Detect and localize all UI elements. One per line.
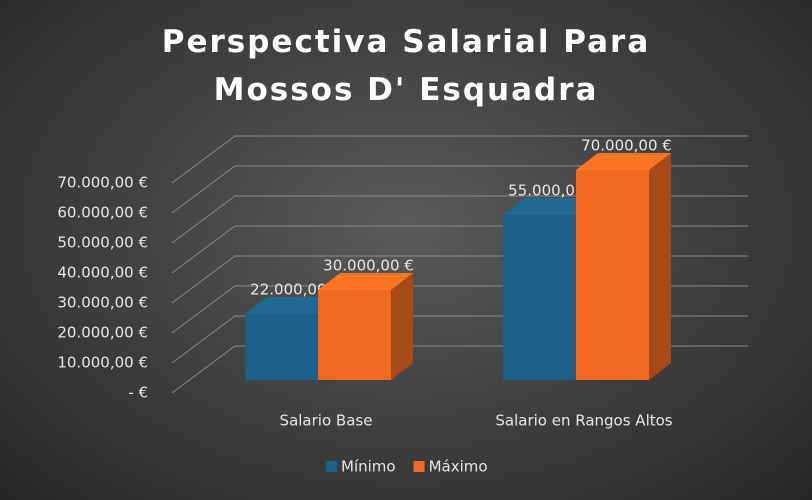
bar-top	[503, 198, 598, 215]
x-tick-label: Salario Base	[280, 412, 373, 430]
data-label: 70.000,00 €	[581, 137, 672, 155]
grid-line	[171, 135, 748, 184]
data-label: 30.000,00 €	[323, 257, 414, 275]
bar	[318, 290, 391, 380]
legend-label: Máximo	[429, 458, 488, 476]
legend-swatch	[326, 461, 337, 472]
y-tick-label: 40.000,00 €	[57, 264, 148, 282]
bar-side	[391, 273, 413, 380]
chart-title: Perspectiva Salarial Para Mossos D' Esqu…	[161, 24, 651, 108]
legend-label: Mínimo	[341, 458, 396, 476]
bar	[245, 314, 318, 380]
y-tick-label: - €	[128, 384, 148, 402]
bar-side	[649, 153, 671, 380]
y-tick-label: 20.000,00 €	[57, 324, 148, 342]
x-tick-label: Salario en Rangos Altos	[495, 412, 672, 430]
y-tick-label: 70.000,00 €	[57, 174, 148, 192]
bar-top	[245, 297, 340, 314]
bar-top	[318, 273, 413, 290]
y-tick-label: 10.000,00 €	[57, 354, 148, 372]
bar	[576, 170, 649, 380]
bar	[503, 215, 576, 380]
grid-line	[171, 165, 748, 214]
y-tick-label: 30.000,00 €	[57, 294, 148, 312]
y-tick-label: 50.000,00 €	[57, 234, 148, 252]
legend-swatch	[413, 461, 425, 472]
bar-top	[576, 153, 671, 170]
y-tick-label: 60.000,00 €	[57, 204, 148, 222]
